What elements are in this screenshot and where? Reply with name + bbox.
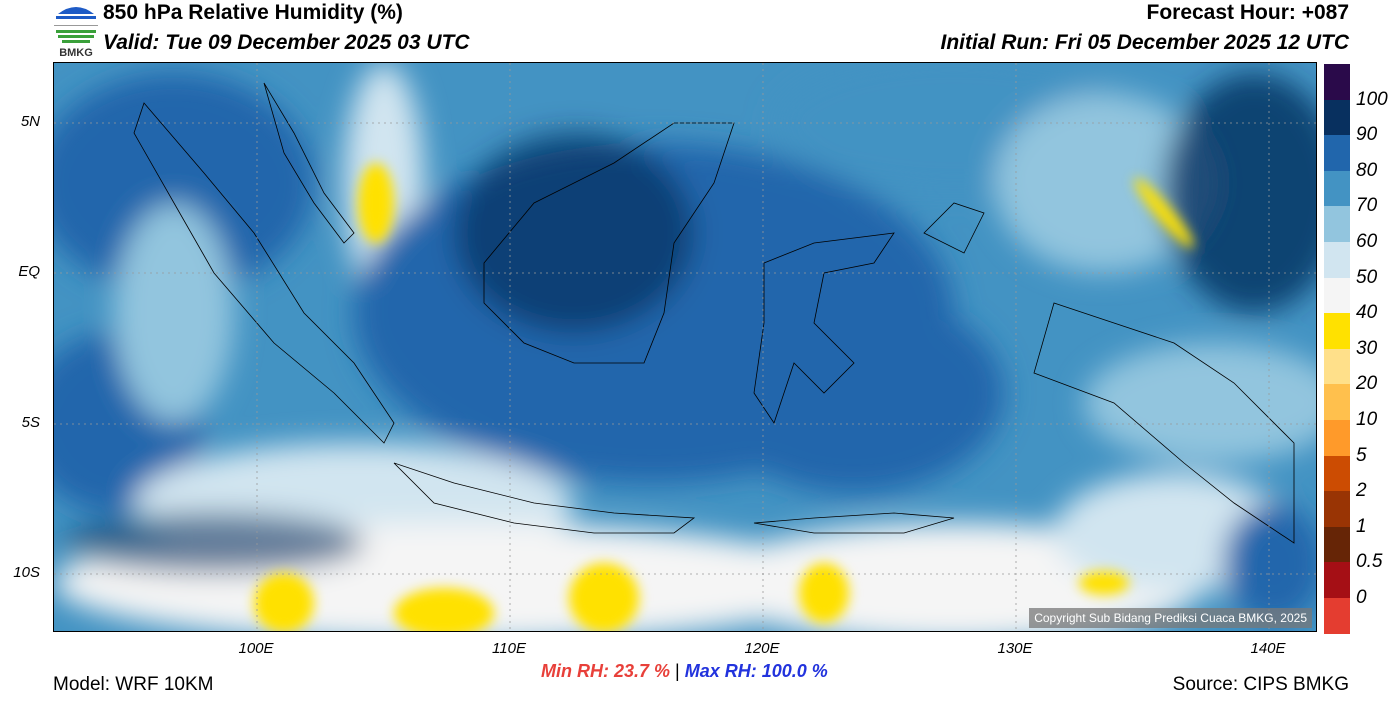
- source-label: Source: CIPS BMKG: [1172, 674, 1349, 695]
- colorbar-label: 90: [1356, 124, 1378, 146]
- lat-label: 10S: [13, 564, 40, 581]
- coastlines: [133, 82, 1295, 544]
- svg-text:BMKG: BMKG: [59, 47, 93, 58]
- lon-label: 130E: [997, 640, 1033, 657]
- colorbar-swatch: [1324, 348, 1350, 385]
- min-rh: Min RH: 23.7 %: [541, 661, 671, 681]
- colorbar-label: 20: [1356, 373, 1378, 395]
- colorbar-swatch: [1324, 562, 1350, 599]
- colorbar-label: 70: [1356, 195, 1378, 217]
- lon-label: 140E: [1250, 640, 1286, 657]
- colorbar-label: 0: [1356, 587, 1367, 608]
- lon-label: 110E: [492, 640, 526, 657]
- colorbar-label: 60: [1356, 231, 1378, 252]
- colorbar-label: 2: [1356, 480, 1367, 502]
- colorbar-swatch: [1324, 598, 1350, 635]
- initial-run: Initial Run: Fri 05 December 2025 12 UTC: [940, 31, 1349, 54]
- valid-time: Valid: Tue 09 December 2025 03 UTC: [103, 31, 470, 54]
- bmkg-logo: BMKG: [52, 2, 100, 59]
- lon-label: 120E: [744, 640, 780, 657]
- colorbar-swatch: [1324, 526, 1350, 563]
- colorbar-label: 50: [1356, 266, 1378, 288]
- colorbar-swatch: [1324, 420, 1350, 457]
- colorbar-swatch: [1324, 206, 1350, 243]
- colorbar-label: 10: [1356, 409, 1378, 430]
- colorbar-swatch: [1324, 64, 1350, 101]
- humidity-map: Copyright Sub Bidang Prediksi Cuaca BMKG…: [53, 62, 1317, 632]
- lat-label: 5N: [20, 113, 40, 130]
- lat-label: EQ: [18, 263, 40, 280]
- model-label: Model: WRF 10KM: [53, 674, 214, 695]
- colorbar-label: 30: [1356, 337, 1378, 359]
- colorbar-swatch: [1324, 384, 1350, 421]
- colorbar-swatch: [1324, 99, 1350, 136]
- chart-title: 850 hPa Relative Humidity (%): [103, 1, 403, 24]
- colorbar-swatch: [1324, 170, 1350, 207]
- colorbar-label: 40: [1356, 302, 1378, 324]
- colorbar-swatch: [1324, 277, 1350, 314]
- gridlines: [54, 63, 1316, 631]
- separator: |: [675, 661, 680, 681]
- colorbar-swatch: [1324, 313, 1350, 350]
- bmkg-logo-icon: BMKG: [54, 7, 98, 59]
- forecast-hour: Forecast Hour: +087: [1146, 1, 1350, 24]
- lat-label: 5S: [21, 414, 40, 431]
- colorbar-label: 0.5: [1356, 551, 1383, 573]
- colorbar-swatch: [1324, 242, 1350, 279]
- colorbar-label: 5: [1356, 444, 1367, 466]
- humidity-field: [54, 63, 1316, 631]
- colorbar-label: 80: [1356, 159, 1378, 181]
- colorbar-swatch: [1324, 455, 1350, 492]
- rh-range: Min RH: 23.7 % | Max RH: 100.0 %: [541, 661, 828, 682]
- max-rh: Max RH: 100.0 %: [684, 661, 828, 681]
- lon-label: 100E: [238, 640, 274, 657]
- colorbar-swatch: [1324, 135, 1350, 172]
- colorbar-swatch: [1324, 491, 1350, 528]
- copyright-notice: Copyright Sub Bidang Prediksi Cuaca BMKG…: [1029, 608, 1312, 628]
- colorbar-label: 1: [1356, 515, 1367, 537]
- colorbar-label: 100: [1356, 88, 1388, 110]
